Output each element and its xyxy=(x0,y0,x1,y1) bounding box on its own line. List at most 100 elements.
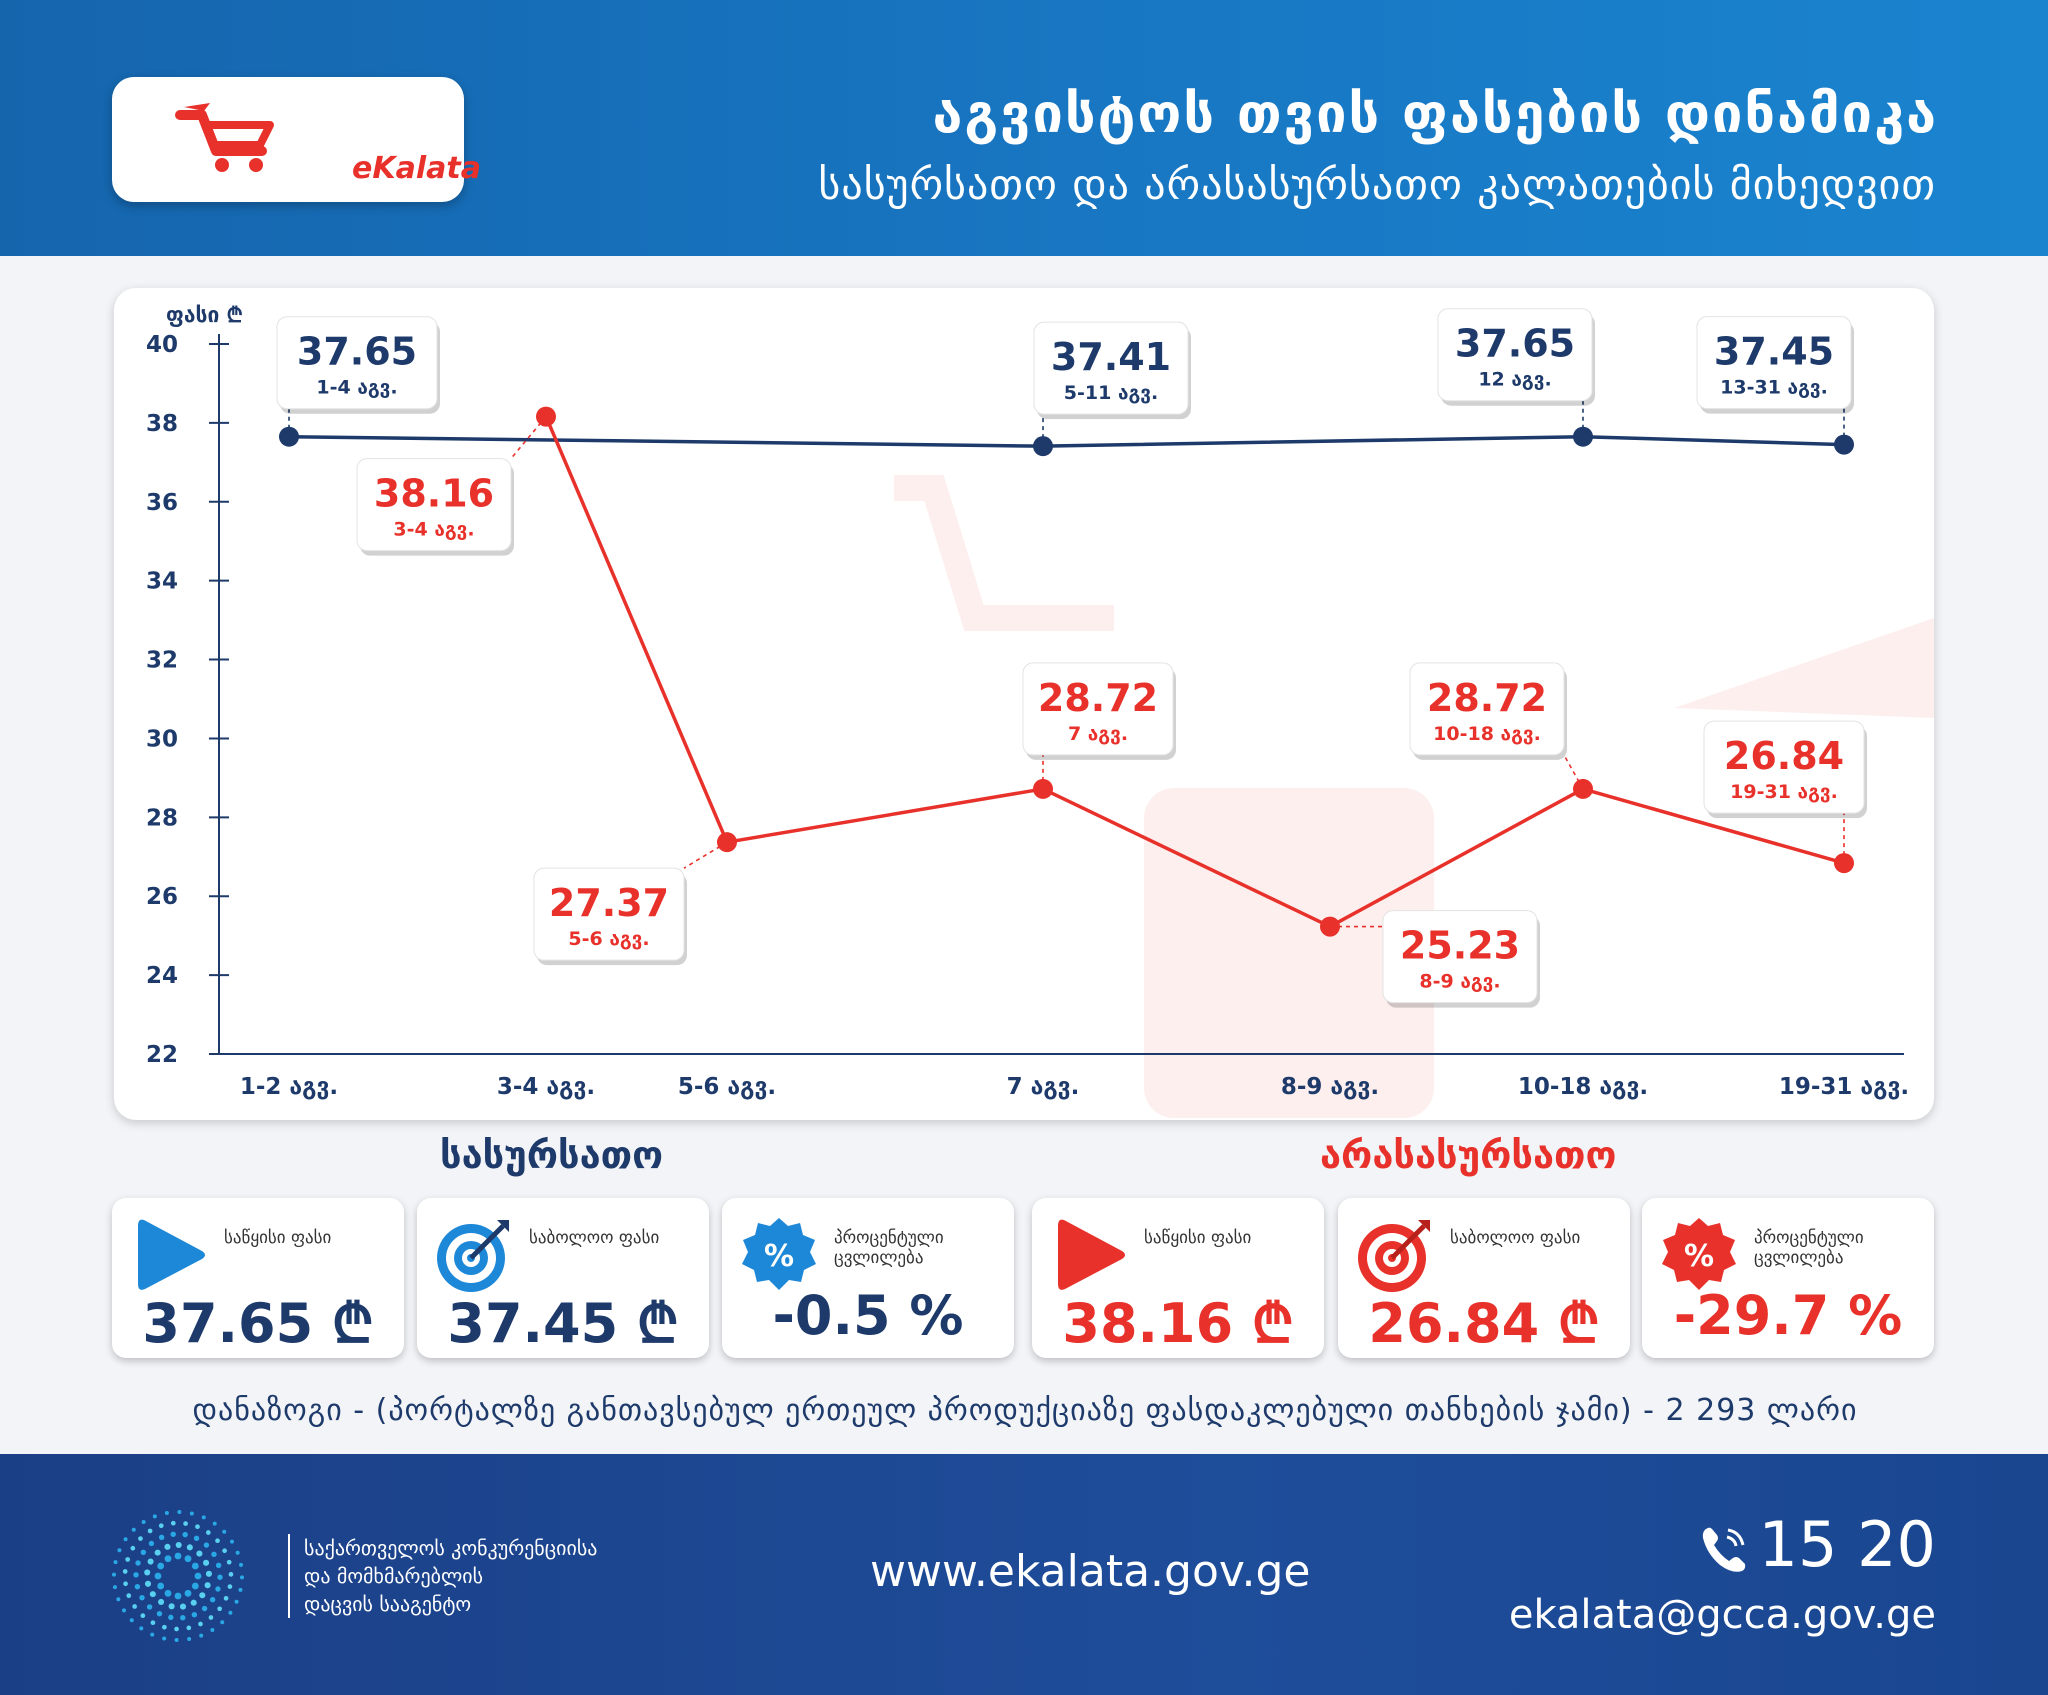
kpi-value: -0.5 % xyxy=(772,1284,964,1347)
logo-dot xyxy=(122,1608,127,1613)
logo-dot xyxy=(191,1582,199,1590)
logo-dot xyxy=(112,1585,117,1590)
data-label-value: 28.72 xyxy=(1427,676,1547,720)
logo-dot xyxy=(195,1524,200,1530)
logo-dot xyxy=(199,1592,206,1599)
data-point xyxy=(717,832,737,853)
data-label-period: 5-6 აგვ. xyxy=(568,928,649,950)
data-callout xyxy=(356,458,512,552)
data-callout xyxy=(533,867,685,961)
logo-dot xyxy=(201,1515,206,1520)
logo-dot xyxy=(164,1589,172,1597)
data-label-period: 10-18 აგვ. xyxy=(1433,723,1541,745)
logo-dot xyxy=(168,1614,174,1621)
logo-dot xyxy=(132,1604,137,1609)
data-label-period: 5-11 აგვ. xyxy=(1064,382,1158,404)
logo-dot xyxy=(147,1528,153,1534)
logo-dot xyxy=(175,1541,182,1549)
agency-name: საქართველოს კონკურენციისა და მომხმარებლი… xyxy=(288,1534,597,1618)
kpi-label: საბოლოო ფასი xyxy=(529,1228,660,1248)
logo-dot xyxy=(220,1620,225,1625)
y-tick-label: 40 xyxy=(146,332,178,358)
x-tick-label: 3-4 აგვ. xyxy=(497,1074,595,1100)
logo-dot xyxy=(126,1593,132,1599)
logo-dot xyxy=(134,1583,141,1590)
logo-dot xyxy=(117,1548,122,1553)
logo-dot xyxy=(123,1581,128,1587)
logo-dot xyxy=(193,1535,200,1542)
logo-wordmark: eKalata xyxy=(352,151,481,186)
logo-dot xyxy=(133,1572,139,1578)
page-subtitle: სასურსათო და არასასურსათო კალათების მიხე… xyxy=(818,160,1936,209)
play-icon xyxy=(1058,1219,1125,1290)
nonfood-section-title: არასასურსათო xyxy=(1320,1133,1617,1177)
data-label-value: 37.45 xyxy=(1714,330,1834,374)
food-section-title: სასურსათო xyxy=(440,1133,664,1177)
logo-dot xyxy=(203,1559,210,1566)
svg-text:%: % xyxy=(1684,1239,1714,1274)
logo-dot xyxy=(209,1597,216,1603)
logo-dot xyxy=(164,1555,172,1563)
logo-dot xyxy=(131,1527,136,1532)
logo-dot xyxy=(228,1572,234,1577)
nonfood-percent-change-card: % პროცენტული ცვლილება -29.7 % xyxy=(1642,1198,1934,1358)
logo-dot xyxy=(125,1557,131,1562)
data-label-value: 37.65 xyxy=(297,330,417,374)
logo-dot xyxy=(164,1543,171,1550)
data-label-period: 3-4 აგვ. xyxy=(393,519,474,541)
data-point xyxy=(1033,778,1053,799)
logo-dot xyxy=(217,1606,222,1612)
logo-dot xyxy=(184,1589,192,1597)
logo-dot xyxy=(180,1615,186,1621)
logo-dot xyxy=(144,1569,151,1576)
data-point xyxy=(279,426,299,447)
logo-dot xyxy=(156,1610,163,1617)
logo-dot xyxy=(189,1511,194,1516)
logo-dot xyxy=(150,1632,155,1637)
logo-dot xyxy=(174,1592,182,1600)
logo-dot xyxy=(223,1595,229,1601)
y-tick-label: 32 xyxy=(146,648,178,674)
agency-logo-icon xyxy=(112,1510,244,1642)
logo-dot xyxy=(162,1636,167,1641)
website-link[interactable]: www.ekalata.gov.ge xyxy=(870,1546,1311,1597)
logo-dot xyxy=(122,1569,128,1574)
price-line-chart: ფასი ₾ 22 24 26 28 30 32 34 36 38 40 1-2 აგვ. 3-4 ა… xyxy=(146,303,1934,1118)
phone-number[interactable]: 15 20 xyxy=(1758,1508,1937,1581)
logo-dot xyxy=(179,1603,187,1610)
kpi-label: საწყისი ფასი xyxy=(1144,1228,1252,1248)
data-label-value: 26.84 xyxy=(1724,734,1844,778)
logo-dot xyxy=(174,1552,182,1560)
logo-dot xyxy=(139,1594,145,1601)
logo-dot xyxy=(222,1548,227,1554)
ekalata-logo: eKalata xyxy=(112,77,481,202)
header-bar: eKalata აგვისტოს თვის ფასების დინამიკა ს… xyxy=(0,0,2048,256)
nonfood-start-price-card: საწყისი ფასი 38.16 ₾ xyxy=(1032,1198,1324,1358)
data-label-value: 27.37 xyxy=(549,881,669,925)
logo-dot xyxy=(212,1521,217,1526)
percent-badge-icon: % xyxy=(742,1218,816,1290)
logo-dot xyxy=(215,1562,222,1569)
logo-dot xyxy=(147,1558,154,1565)
logo-dot xyxy=(194,1572,202,1580)
x-tick-label: 19-31 აგვ. xyxy=(1779,1074,1909,1100)
y-tick-label: 30 xyxy=(146,726,178,752)
agency-name-line: საქართველოს კონკურენციისა xyxy=(304,1536,598,1560)
email-link[interactable]: ekalata@gcca.gov.ge xyxy=(1508,1592,1936,1638)
kpi-label: პროცენტული ცვლილება xyxy=(1754,1228,1864,1268)
data-label-period: 7 აგვ. xyxy=(1068,723,1128,745)
y-tick-label: 24 xyxy=(146,963,178,989)
logo-dot xyxy=(215,1538,220,1544)
logo-dot xyxy=(149,1591,156,1598)
logo-dot xyxy=(139,1626,144,1631)
logo-dot xyxy=(113,1560,118,1565)
cart-logo-icon xyxy=(175,103,274,172)
agency-name-line: დაცვის სააგენტო xyxy=(304,1592,472,1616)
logo-dot xyxy=(186,1544,193,1551)
data-label-period: 1-4 აგვ. xyxy=(316,377,397,399)
logo-dot xyxy=(191,1611,198,1618)
logo-dot xyxy=(190,1599,197,1606)
logo-dot xyxy=(198,1621,203,1627)
logo-dot xyxy=(226,1559,232,1565)
data-point xyxy=(1573,426,1593,447)
